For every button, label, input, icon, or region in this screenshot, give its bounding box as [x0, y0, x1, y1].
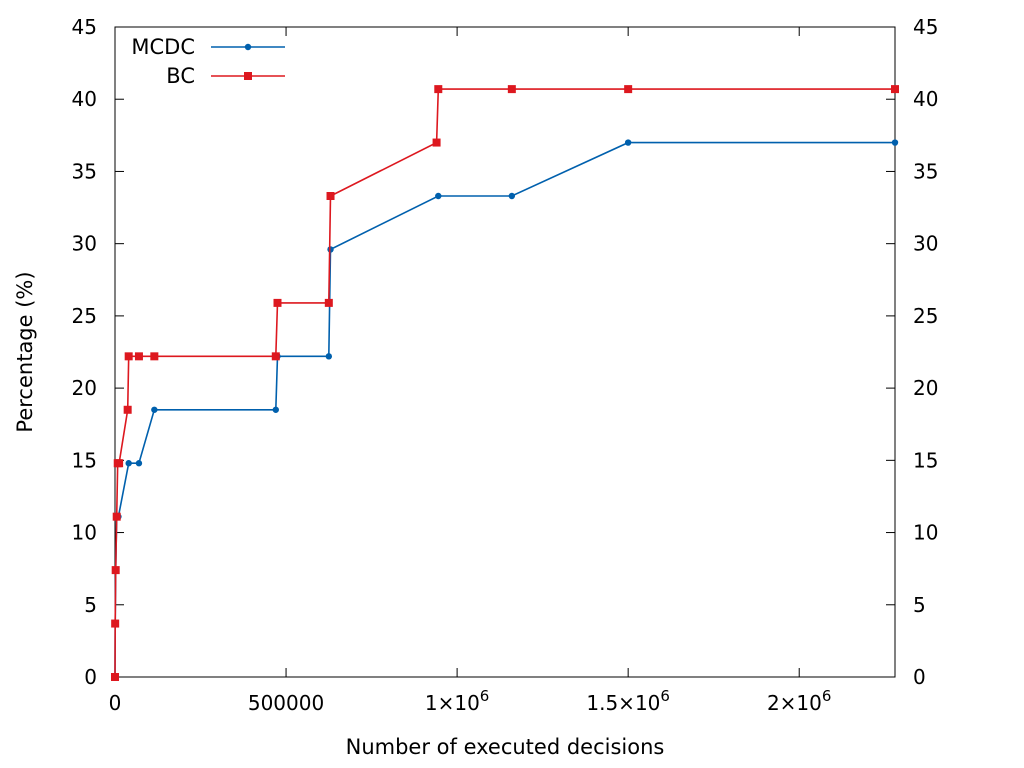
x-tick-label: 500000: [248, 691, 324, 715]
data-point-bc: [115, 459, 124, 468]
data-point-mcdc: [151, 406, 158, 413]
data-point-bc: [271, 352, 280, 361]
data-point-mcdc: [125, 460, 132, 467]
series-bc: [111, 85, 899, 681]
legend-marker-mcdc: [244, 43, 252, 51]
data-point-bc: [326, 192, 335, 200]
y-tick-label-right: 10: [913, 521, 938, 545]
data-point-bc: [324, 298, 333, 307]
data-point-bc: [891, 85, 899, 94]
data-point-bc: [111, 566, 120, 575]
y-tick-label: 35: [72, 159, 97, 183]
data-point-bc: [123, 405, 132, 414]
data-point-bc: [273, 298, 282, 307]
legend-label-mcdc: MCDC: [131, 35, 195, 59]
y-tick-label-right: 0: [913, 665, 926, 689]
y-tick-label: 30: [72, 232, 97, 256]
legend-label-bc: BC: [166, 64, 195, 88]
x-tick-label: 1×106: [425, 687, 489, 715]
data-point-bc: [434, 85, 443, 94]
data-point-bc: [507, 85, 516, 94]
y-tick-label-right: 20: [913, 376, 938, 400]
x-tick-label: 1.5×106: [586, 687, 670, 715]
plot-frame: [114, 26, 896, 678]
data-point-bc: [150, 352, 159, 361]
data-point-mcdc: [624, 139, 632, 146]
data-point-mcdc: [135, 460, 143, 467]
data-point-bc: [624, 85, 633, 94]
data-point-mcdc: [435, 192, 442, 200]
y-tick-label: 25: [72, 304, 97, 328]
data-point-bc: [432, 138, 441, 147]
y-tick-label-right: 25: [913, 304, 938, 328]
x-axis-label: Number of executed decisions: [346, 735, 665, 759]
x-tick-label: 2×106: [767, 687, 831, 715]
x-tick-label: 0: [109, 691, 122, 715]
plot-series: [111, 85, 899, 681]
y-tick-label: 5: [84, 593, 97, 617]
data-point-mcdc: [508, 192, 516, 200]
data-point-bc: [111, 619, 120, 628]
y-tick-label: 15: [72, 448, 97, 472]
y-tick-label-right: 30: [913, 232, 938, 256]
y-tick-label-right: 5: [913, 593, 926, 617]
series-line-mcdc: [114, 141, 895, 678]
data-point-mcdc: [272, 406, 279, 413]
y-tick-label: 10: [72, 521, 97, 545]
data-point-bc: [124, 352, 133, 361]
y-tick-label-right: 15: [913, 448, 938, 472]
data-point-mcdc: [325, 353, 333, 360]
legend: MCDC BC: [131, 35, 285, 88]
y-tick-label-right: 40: [913, 87, 938, 111]
y-tick-label: 20: [72, 376, 97, 400]
plot-border: [114, 26, 896, 678]
y-tick-label-right: 35: [913, 159, 938, 183]
y-tick-label-right: 45: [913, 15, 938, 39]
y-tick-label: 45: [72, 15, 97, 39]
data-point-bc: [111, 673, 119, 681]
legend-marker-bc: [244, 72, 252, 80]
data-point-mcdc: [327, 246, 334, 253]
y-tick-label: 0: [84, 665, 97, 689]
data-point-bc: [134, 352, 143, 361]
y-axis-label: Percentage (%): [13, 271, 37, 432]
series-line-bc: [114, 88, 895, 678]
data-point-bc: [112, 512, 121, 521]
y-tick-label: 40: [72, 87, 97, 111]
series-mcdc: [111, 139, 899, 681]
data-point-mcdc: [891, 139, 899, 146]
